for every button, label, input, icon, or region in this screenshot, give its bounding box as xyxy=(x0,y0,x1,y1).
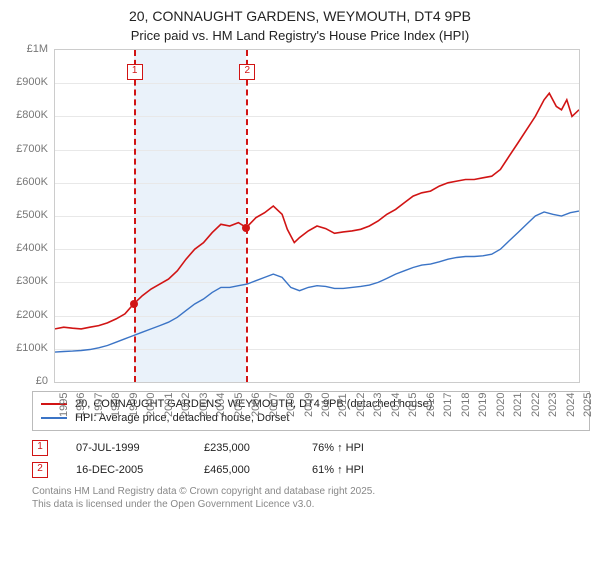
sale-row: 2 16-DEC-2005 £465,000 61% ↑ HPI xyxy=(32,459,590,481)
sales-table: 1 07-JUL-1999 £235,000 76% ↑ HPI 2 16-DEC-200… xyxy=(32,437,590,481)
x-tick-label: 1999 xyxy=(128,393,140,417)
y-tick-label: £400K xyxy=(0,242,48,254)
y-tick-label: £500K xyxy=(0,209,48,221)
x-tick-label: 2008 xyxy=(285,393,297,417)
x-tick-label: 2023 xyxy=(547,393,559,417)
x-tick-label: 2004 xyxy=(215,393,227,417)
x-tick-label: 2006 xyxy=(250,393,262,417)
x-tick-label: 2010 xyxy=(320,393,332,417)
x-tick-label: 2022 xyxy=(530,393,542,417)
x-tick-label: 1997 xyxy=(93,393,105,417)
y-tick-label: £200K xyxy=(0,309,48,321)
x-tick-label: 2015 xyxy=(407,393,419,417)
sale-vline xyxy=(246,50,248,382)
chart-title-address: 20, CONNAUGHT GARDENS, WEYMOUTH, DT4 9PB xyxy=(0,8,600,24)
x-tick-label: 2002 xyxy=(180,393,192,417)
x-tick-label: 1995 xyxy=(58,393,70,417)
x-tick-label: 2001 xyxy=(163,393,175,417)
sale-hpi-delta: 76% ↑ HPI xyxy=(312,442,402,454)
x-tick-label: 2018 xyxy=(460,393,472,417)
sale-row: 1 07-JUL-1999 £235,000 76% ↑ HPI xyxy=(32,437,590,459)
x-tick-label: 1998 xyxy=(110,393,122,417)
sale-dot xyxy=(242,224,250,232)
sale-vline xyxy=(134,50,136,382)
y-tick-label: £300K xyxy=(0,275,48,287)
attribution-line: Contains HM Land Registry data © Crown c… xyxy=(32,485,590,498)
sale-date: 07-JUL-1999 xyxy=(76,442,176,454)
x-tick-label: 1996 xyxy=(75,393,87,417)
x-tick-label: 2003 xyxy=(198,393,210,417)
x-tick-label: 2021 xyxy=(512,393,524,417)
x-tick-label: 2005 xyxy=(233,393,245,417)
sale-date: 16-DEC-2005 xyxy=(76,464,176,476)
x-tick-label: 2000 xyxy=(145,393,157,417)
x-tick-label: 2009 xyxy=(303,393,315,417)
y-tick-label: £700K xyxy=(0,143,48,155)
attribution-line: This data is licensed under the Open Gov… xyxy=(32,498,590,511)
y-tick-label: £900K xyxy=(0,76,48,88)
x-tick-label: 2020 xyxy=(495,393,507,417)
sale-marker: 1 xyxy=(32,440,48,456)
y-tick-label: £100K xyxy=(0,342,48,354)
x-tick-label: 2013 xyxy=(372,393,384,417)
x-tick-label: 2007 xyxy=(268,393,280,417)
x-tick-label: 2016 xyxy=(425,393,437,417)
sale-price: £465,000 xyxy=(204,464,284,476)
sale-marker: 1 xyxy=(127,64,143,80)
y-tick-label: £1M xyxy=(0,43,48,55)
attribution: Contains HM Land Registry data © Crown c… xyxy=(32,485,590,511)
chart-container: 12 xyxy=(54,49,580,383)
y-tick-label: £0 xyxy=(0,375,48,387)
y-tick-label: £600K xyxy=(0,176,48,188)
x-tick-label: 2024 xyxy=(565,393,577,417)
x-tick-label: 2017 xyxy=(442,393,454,417)
sale-price: £235,000 xyxy=(204,442,284,454)
sale-dot xyxy=(130,300,138,308)
sale-marker: 2 xyxy=(32,462,48,478)
x-tick-label: 2011 xyxy=(337,393,349,417)
x-tick-label: 2019 xyxy=(477,393,489,417)
x-tick-label: 2025 xyxy=(582,393,594,417)
x-tick-label: 2014 xyxy=(390,393,402,417)
x-tick-label: 2012 xyxy=(355,393,367,417)
sale-marker: 2 xyxy=(239,64,255,80)
legend-swatch xyxy=(41,417,67,419)
y-tick-label: £800K xyxy=(0,109,48,121)
chart-title-subtitle: Price paid vs. HM Land Registry's House … xyxy=(0,28,600,43)
sale-hpi-delta: 61% ↑ HPI xyxy=(312,464,402,476)
